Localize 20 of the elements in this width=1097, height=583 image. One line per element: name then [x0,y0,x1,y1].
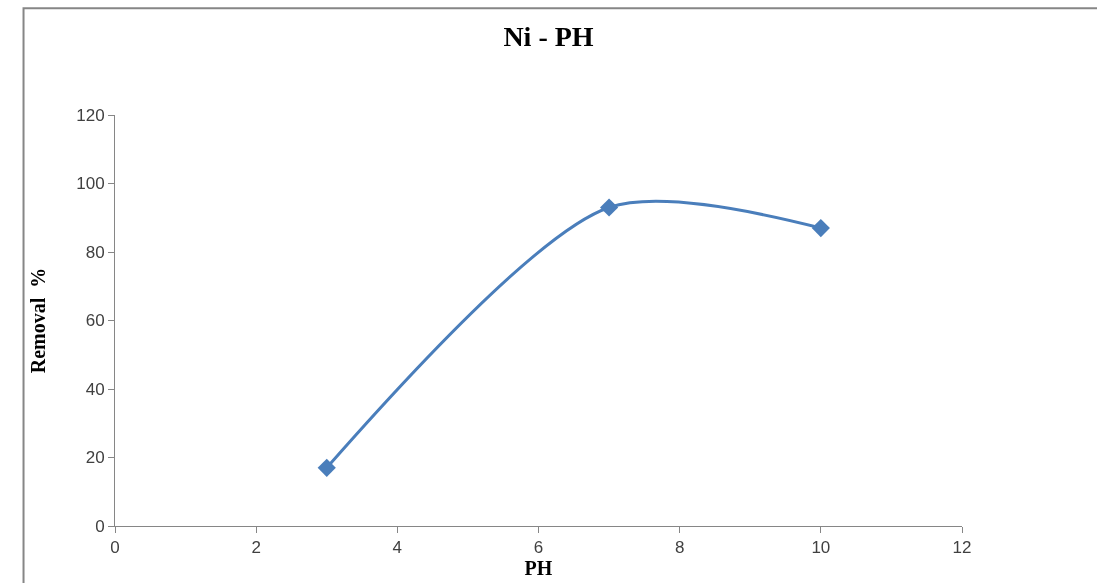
y-tick-label: 40 [85,379,105,399]
y-tick-label: 20 [85,448,105,468]
x-tick-label: 8 [674,538,685,558]
x-tick-label: 0 [110,538,120,558]
x-tick-label: 4 [392,538,403,558]
x-tick-label: 2 [251,538,261,558]
y-tick-label: 60 [85,311,105,331]
x-axis-title: PH [524,557,553,580]
y-tick-label: 120 [76,105,105,125]
y-axis-title: Removal % [26,267,49,374]
x-tick-label: 6 [533,538,544,558]
x-tick-label: 12 [952,538,972,558]
point [811,218,830,238]
x-tick-label: 10 [811,538,831,558]
y-tick-label: 0 [95,516,105,536]
point [317,458,336,477]
y-tick-label: 100 [76,174,105,194]
chart-title: Ni - PH [503,20,594,52]
point [599,198,619,217]
y-tick-label: 80 [85,242,105,262]
